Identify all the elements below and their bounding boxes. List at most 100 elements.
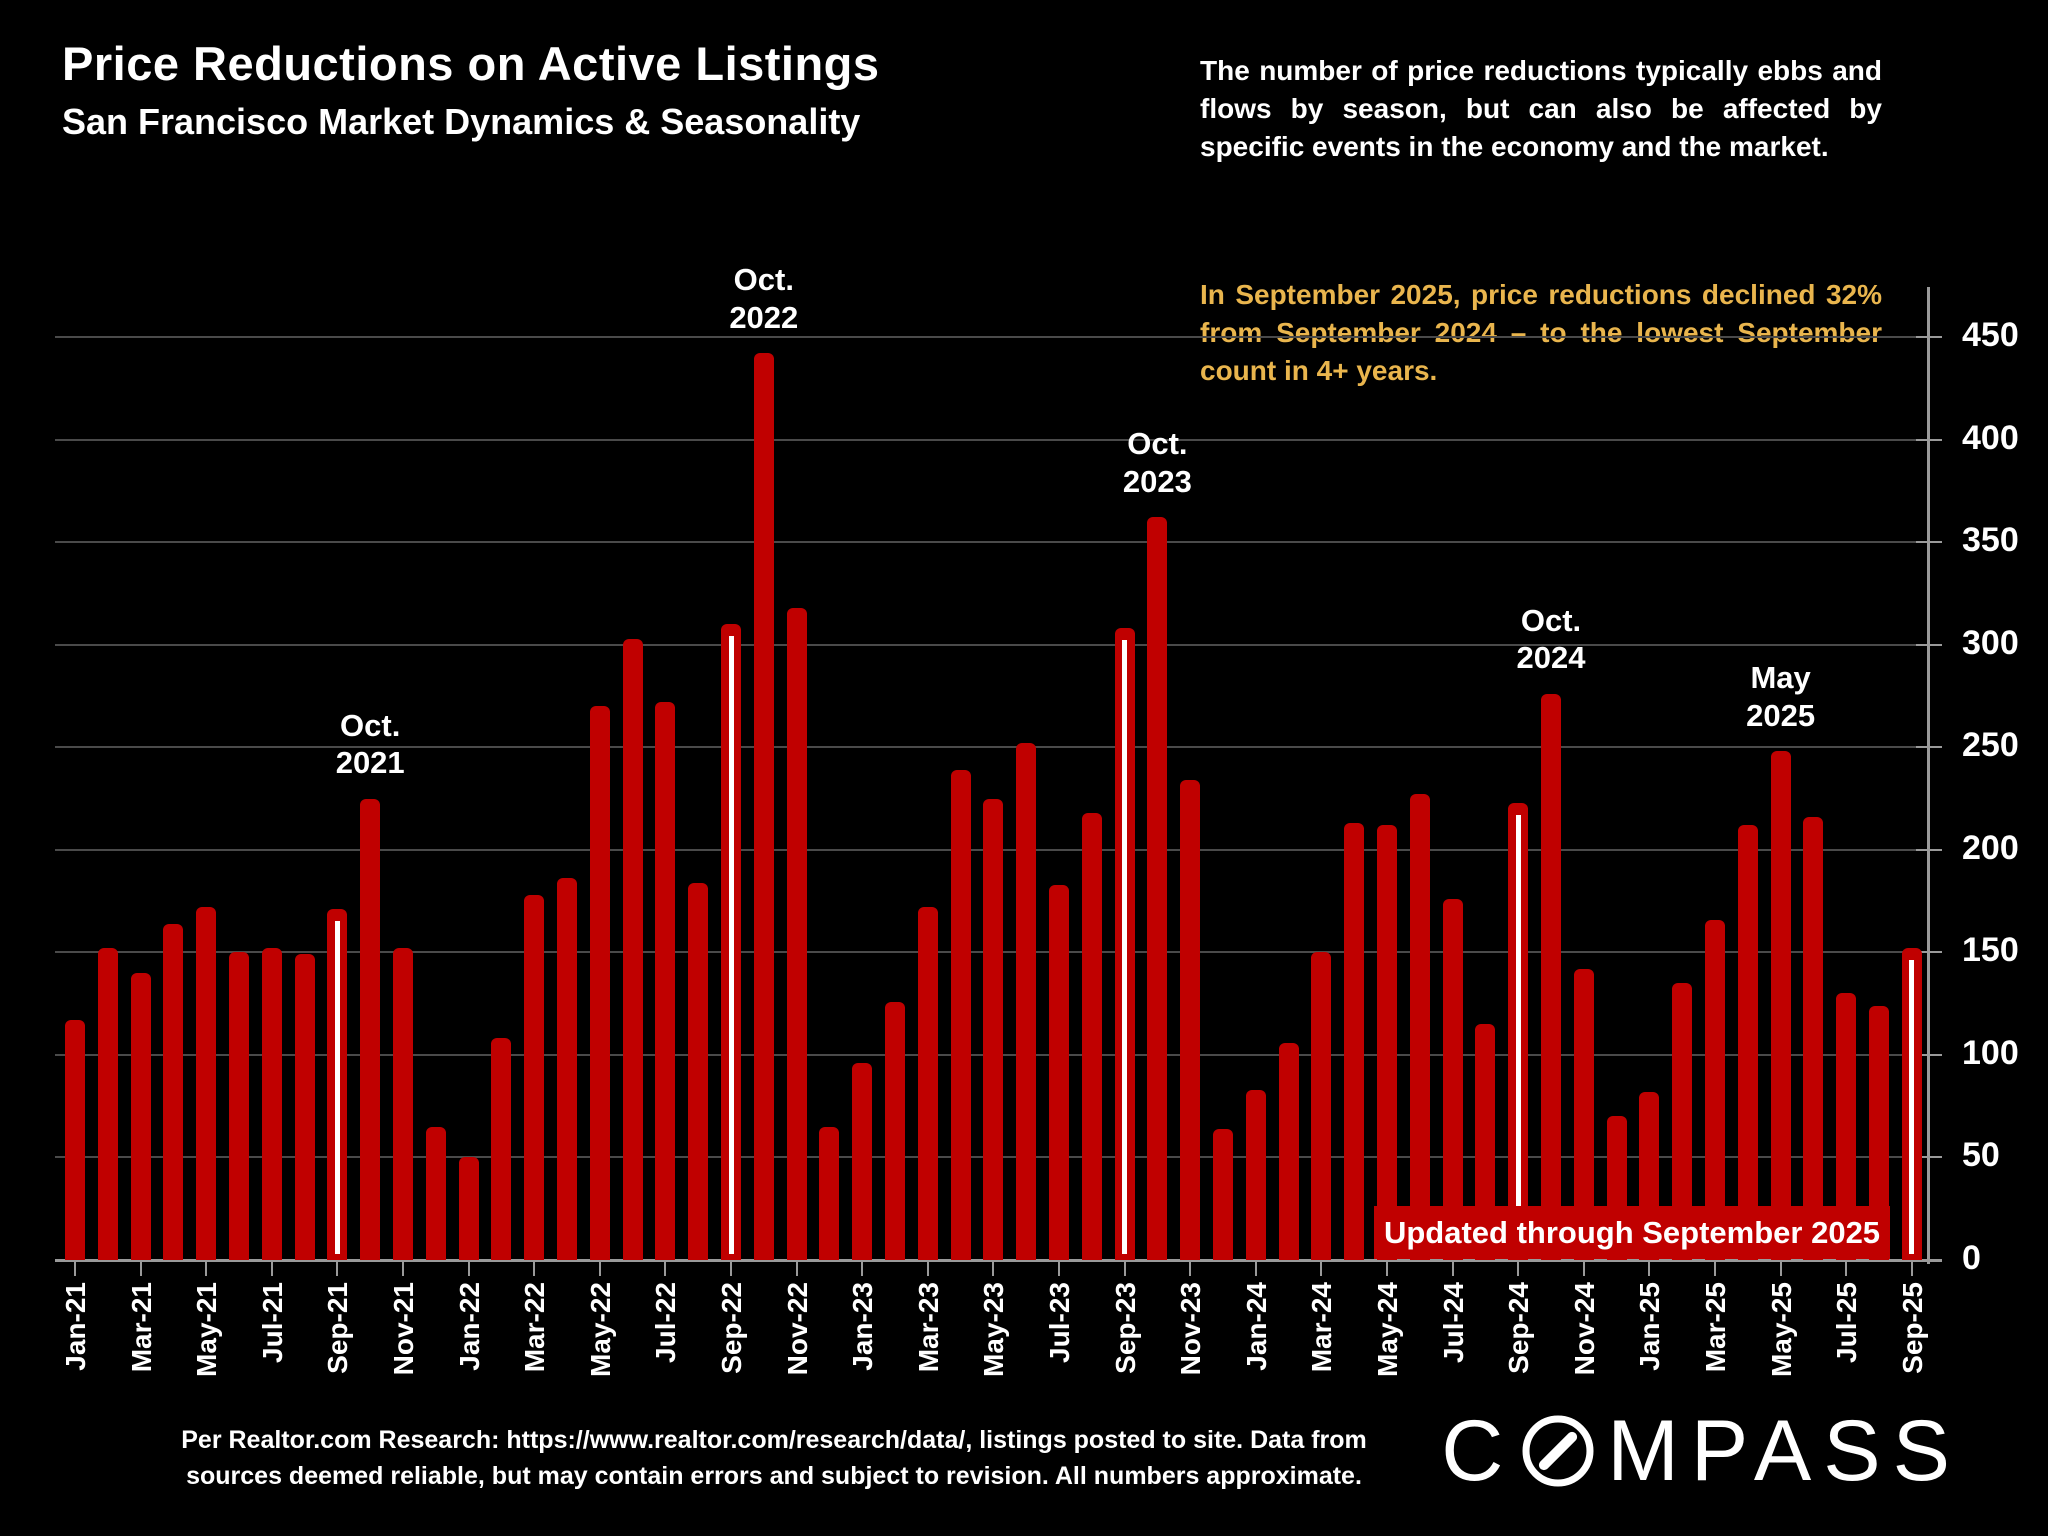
bar-Feb-22 [491, 1038, 512, 1260]
x-tick-Sep-25 [1910, 1262, 1913, 1276]
x-tick-Jul-21 [270, 1262, 273, 1276]
x-axis-label-Sep-21: Sep-21 [322, 1282, 354, 1374]
bar-Mar-21 [130, 972, 151, 1260]
page-title: Price Reductions on Active Listings [62, 37, 880, 90]
bar-Jul-23 [1049, 884, 1069, 1260]
x-tick-Nov-22 [795, 1262, 798, 1276]
x-tick-May-23 [992, 1262, 995, 1276]
y-axis-label-400: 400 [1962, 418, 2019, 457]
annotation-line: 2021 [335, 744, 405, 780]
x-tick-Jan-22 [467, 1262, 470, 1276]
annotation-line: May [1750, 660, 1811, 696]
x-tick-Nov-24 [1582, 1262, 1585, 1276]
x-tick-Jan-24 [1254, 1262, 1257, 1276]
highlight-stripe-Sep-25 [1909, 960, 1915, 1254]
annotation-line: 2025 [1746, 697, 1816, 733]
bar-Mar-23 [917, 907, 938, 1260]
bar-Nov-24 [1573, 968, 1594, 1260]
highlight-stripe-Sep-24 [1515, 814, 1521, 1254]
annotation-Oct-21: Oct. 2021 [336, 707, 405, 781]
bar-Apr-24 [1344, 823, 1365, 1260]
y-axis-label-350: 350 [1962, 521, 2019, 560]
highlight-stripe-Sep-21 [334, 921, 340, 1254]
y-axis-label-50: 50 [1962, 1136, 2000, 1175]
x-axis-label-Sep-22: Sep-22 [716, 1282, 747, 1374]
x-axis-label-Jul-22: Jul-22 [650, 1282, 682, 1363]
annotation-line: 2023 [1122, 463, 1192, 499]
y-axis-line [1927, 287, 1930, 1264]
bar-Apr-22 [557, 878, 577, 1260]
bar-Oct-22 [753, 353, 774, 1260]
x-tick-Jan-25 [1648, 1262, 1651, 1276]
logo-letters-rest: MPASS [1607, 1403, 1962, 1499]
bar-Nov-23 [1180, 780, 1201, 1260]
bar-Jun-25 [1803, 816, 1824, 1260]
x-tick-May-21 [205, 1262, 208, 1276]
x-axis-label-May-24: May-24 [1372, 1282, 1403, 1377]
bar-Feb-24 [1278, 1042, 1299, 1260]
x-axis-label-Nov-21: Nov-21 [388, 1282, 419, 1376]
bar-Mar-22 [524, 894, 545, 1260]
bar-Apr-23 [950, 769, 971, 1260]
x-tick-Jul-25 [1845, 1262, 1848, 1276]
bar-Oct-21 [360, 798, 381, 1260]
bar-Nov-21 [393, 948, 413, 1260]
page-subtitle: San Francisco Market Dynamics & Seasonal… [62, 101, 861, 142]
annotation-Oct-23: Oct. 2023 [1123, 425, 1192, 499]
bar-Feb-21 [97, 948, 118, 1260]
x-axis-label-Jul-23: Jul-23 [1044, 1282, 1075, 1363]
bar-Nov-22 [786, 607, 807, 1260]
gridline-400 [55, 438, 1928, 441]
x-tick-Mar-22 [533, 1262, 536, 1276]
annotation-line: 2022 [729, 299, 799, 335]
bar-May-25 [1770, 751, 1791, 1260]
x-axis-label-Sep-23: Sep-23 [1109, 1282, 1141, 1374]
bar-Jul-24 [1442, 899, 1463, 1260]
x-tick-Mar-25 [1714, 1262, 1716, 1276]
x-axis-label-Jan-21: Jan-21 [60, 1282, 91, 1371]
x-tick-Jan-23 [861, 1262, 864, 1276]
gridline-350 [55, 541, 1928, 544]
update-banner: Updated through September 2025 [1374, 1206, 1890, 1259]
bar-May-21 [196, 907, 217, 1260]
x-tick-Sep-24 [1517, 1262, 1520, 1276]
bar-Jan-23 [852, 1063, 873, 1260]
commentary-gold: In September 2025, price reductions decl… [1200, 279, 1882, 387]
x-axis-label-May-23: May-23 [978, 1282, 1010, 1377]
logo-letter-c: C [1441, 1403, 1516, 1499]
x-tick-Jul-23 [1058, 1262, 1060, 1276]
x-tick-May-22 [598, 1262, 601, 1276]
source-note-line1: Per Realtor.com Research: https://www.re… [181, 1426, 1367, 1454]
bar-Apr-21 [163, 923, 184, 1260]
y-axis-label-0: 0 [1962, 1239, 1981, 1277]
bar-Apr-25 [1737, 825, 1758, 1260]
x-axis-label-May-22: May-22 [584, 1282, 616, 1377]
y-axis-label-100: 100 [1962, 1033, 2019, 1072]
bar-Jul-25 [1836, 993, 1857, 1260]
x-tick-Jul-24 [1451, 1262, 1454, 1276]
x-axis-label-Nov-24: Nov-24 [1568, 1282, 1600, 1376]
x-axis-label-Jul-21: Jul-21 [256, 1282, 288, 1363]
x-axis-label-Jul-24: Jul-24 [1437, 1282, 1469, 1363]
x-axis-label-May-21: May-21 [191, 1282, 223, 1377]
x-axis-label-Mar-21: Mar-21 [125, 1282, 157, 1373]
bar-Jul-22 [655, 702, 676, 1260]
gridline-250 [55, 746, 1928, 749]
annotation-Oct-24: Oct. 2024 [1517, 602, 1586, 676]
highlight-stripe-Sep-22 [728, 636, 734, 1254]
bar-Jun-22 [622, 638, 643, 1260]
bar-Feb-25 [1672, 983, 1693, 1260]
bar-Dec-22 [819, 1126, 840, 1260]
compass-logo: C MPASS [1441, 1408, 1962, 1494]
y-axis-label-250: 250 [1962, 726, 2019, 765]
x-tick-Sep-23 [1123, 1262, 1126, 1276]
gridline-300 [55, 643, 1928, 646]
source-note: Per Realtor.com Research: https://www.re… [90, 1422, 1458, 1495]
y-axis-label-300: 300 [1962, 623, 2019, 662]
annotation-May-25: May 2025 [1746, 659, 1815, 733]
bar-Dec-23 [1213, 1128, 1233, 1260]
bar-Oct-24 [1541, 693, 1561, 1260]
x-axis-label-Sep-24: Sep-24 [1503, 1282, 1535, 1374]
commentary-white: The number of price reductions typically… [1200, 55, 1882, 163]
